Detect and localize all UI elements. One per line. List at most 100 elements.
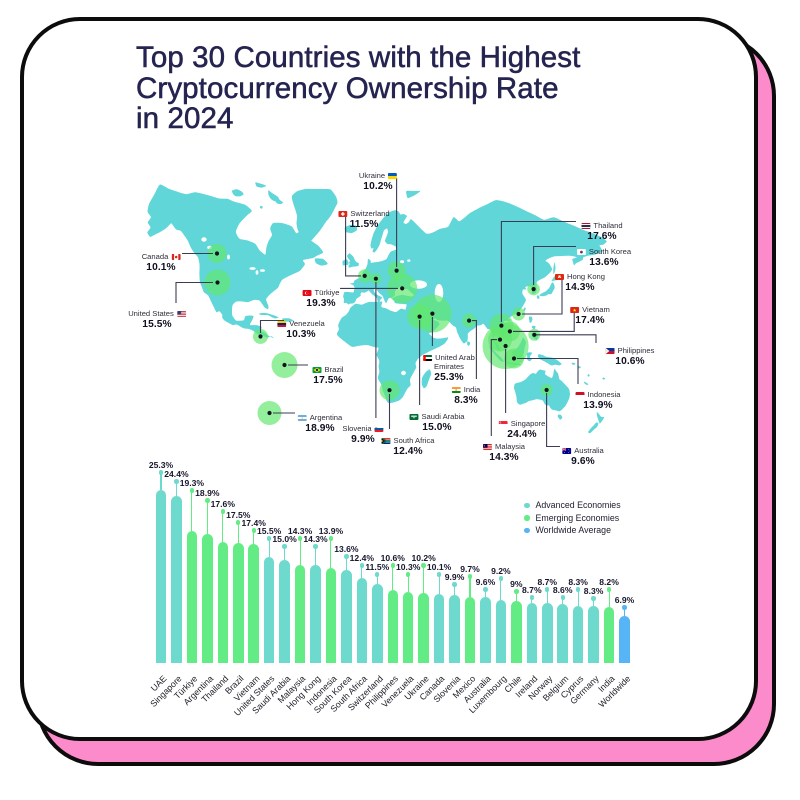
water-great_bear: [201, 237, 207, 242]
bar-worldwide: [619, 615, 630, 663]
bar-pin: [469, 576, 471, 597]
bar-value-label: 17.6%: [210, 499, 235, 509]
bar-pin-dot: [297, 536, 303, 541]
flag-in-icon: [451, 386, 461, 393]
flag-sa-icon: [409, 413, 419, 420]
marker-dot-ae: [430, 311, 435, 316]
flag-za-icon: [381, 437, 391, 444]
callout-name-row: Canada: [142, 252, 181, 261]
bar-pin-dot: [545, 587, 550, 592]
bar-value-label: 13.9%: [318, 526, 344, 536]
marker-dot-br: [282, 362, 287, 368]
bar-pin-dot: [236, 520, 241, 525]
flag-ph-svg: [605, 347, 615, 354]
bar-pin: [361, 565, 363, 579]
flag-ua-svg: [388, 172, 398, 179]
marker-dot-us: [215, 280, 220, 285]
bar-pin: [577, 589, 579, 607]
bar-luxembourg: [495, 599, 507, 663]
connector-au: [546, 393, 560, 448]
flag-tr-icon: [302, 289, 312, 296]
map-callout-ua: Ukraine 10.2%: [359, 171, 398, 192]
flag-ve-icon: [277, 320, 287, 327]
marker-dot-ua: [394, 268, 399, 273]
bar-pin-dot: [575, 587, 581, 592]
callout-name-row: Switzerland: [338, 209, 390, 218]
page-title: Top 30 Countries with the Highest Crypto…: [136, 42, 656, 135]
callout-country-name: Australia: [574, 446, 604, 455]
flag-ae-svg: [423, 354, 433, 361]
callout-name-row: South Africa: [381, 436, 434, 445]
flag-ar-icon: [297, 414, 307, 421]
flag-ae-icon: [423, 354, 433, 361]
flag-sg-svg: [498, 420, 508, 427]
flag-th-icon: [581, 222, 591, 229]
bar-pin: [608, 589, 610, 607]
bar-pin: [515, 591, 517, 602]
bar-singapore: [171, 495, 182, 663]
callout-country-name: Emirates: [434, 362, 464, 371]
bar-malaysia: [294, 565, 306, 663]
bar-pin: [206, 500, 208, 534]
marker-dot-my: [497, 337, 503, 342]
bar-value-label: 10.6%: [380, 553, 405, 563]
callout-name-row: Thailand: [581, 221, 623, 230]
bar-pin-dot: [205, 498, 210, 503]
bar-united-states: [263, 556, 275, 663]
bar-pin-dot: [560, 595, 565, 600]
map-land-svalbard: [406, 190, 421, 199]
legend-item-emerging: Emerging Economies: [524, 512, 621, 525]
bar-value-label: 17.5%: [226, 510, 251, 520]
bar-pin-dot: [436, 572, 442, 577]
legend-dot-advanced: [524, 502, 530, 508]
bar-pin: [562, 597, 564, 605]
bar-value-label: 14.3%: [287, 526, 313, 536]
bar-pin: [484, 589, 486, 598]
water-victoria: [401, 370, 406, 376]
callout-value: 14.3%: [489, 451, 519, 463]
bar-pin-dot: [529, 595, 534, 600]
flag-vn-icon: [570, 306, 580, 313]
flag-ch-icon: [338, 210, 348, 217]
map-callout-kr: South Korea 13.6%: [576, 247, 631, 268]
water-superior: [249, 267, 256, 270]
bar-cyprus: [572, 606, 584, 663]
bar-germany: [588, 606, 599, 663]
flag-ua-icon: [388, 172, 398, 179]
connector-ch: [345, 214, 361, 277]
callout-name-row: Malaysia: [483, 442, 525, 451]
connector-kr: [533, 245, 576, 285]
bar-pin: [423, 565, 425, 594]
map-land-cuba: [258, 312, 279, 319]
callout-country-name: United States: [128, 309, 174, 318]
callout-value: 10.1%: [146, 261, 176, 273]
connector-hk: [522, 279, 563, 315]
map-callout-ca: Canada 10.1%: [142, 252, 181, 273]
marker-dot-id: [511, 356, 517, 361]
bar-thailand: [217, 542, 229, 663]
map-land-madagascar: [421, 369, 432, 389]
connector-id: [517, 357, 579, 384]
callout-country-name: Brazil: [324, 365, 344, 374]
callout-name-row: Brazil: [312, 365, 344, 374]
bar-pin-dot: [251, 528, 256, 533]
bar-pin: [314, 546, 317, 566]
map-land-north_america: [147, 184, 324, 339]
bar-value-label: 8.6%: [552, 585, 573, 595]
callout-name-row: Hong Kong: [555, 272, 605, 281]
chart-legend: Advanced Economies Emerging Economies Worl…: [524, 499, 621, 537]
map-land-fiji: [602, 377, 606, 380]
bar-pin: [299, 538, 301, 566]
map-callout-sg: Singapore 24.4%: [498, 419, 545, 440]
title-line-3: in 2024: [136, 102, 234, 135]
bar-pin-dot: [359, 563, 365, 568]
bar-pin-dot: [282, 544, 287, 549]
bar-pin: [268, 538, 270, 557]
callout-value: 15.0%: [422, 421, 452, 433]
map-land-japan_honshu: [539, 282, 555, 297]
marker-dot-th: [499, 323, 504, 328]
